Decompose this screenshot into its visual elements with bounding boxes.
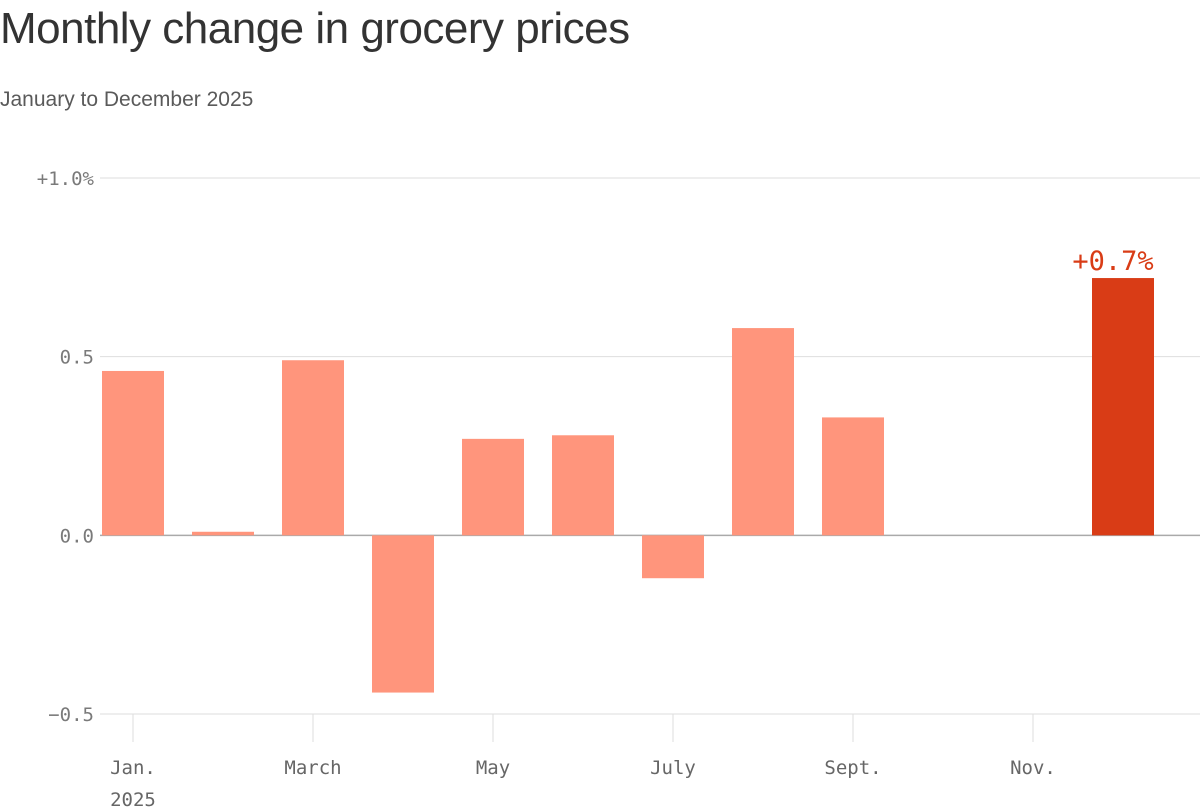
- chart-subtitle: January to December 2025: [0, 88, 254, 111]
- x-tick-sublabel: 2025: [110, 789, 156, 811]
- x-tick-label: Jan.: [110, 757, 156, 779]
- bar: [102, 370, 164, 536]
- bar: [552, 435, 614, 536]
- y-tick-label: 0.5: [60, 347, 94, 369]
- bar-highlight: [1092, 278, 1154, 536]
- bar: [732, 328, 794, 536]
- x-tick-label: July: [650, 757, 696, 779]
- x-tick-label: May: [476, 757, 510, 779]
- bar: [642, 535, 704, 579]
- bar: [462, 438, 524, 536]
- y-tick-label: −0.5: [48, 704, 94, 726]
- highlight-data-label: +0.7%: [1072, 246, 1153, 277]
- bar: [282, 360, 344, 536]
- bar: [822, 417, 884, 536]
- bar: [192, 531, 254, 536]
- x-tick-label: Nov.: [1010, 757, 1056, 779]
- y-tick-label: +1.0%: [37, 168, 95, 190]
- bar: [372, 535, 434, 693]
- chart-title: Monthly change in grocery prices: [0, 4, 630, 53]
- x-tick-label: Sept.: [824, 757, 881, 779]
- y-tick-label: 0.0: [60, 525, 94, 547]
- x-tick-label: March: [284, 757, 341, 779]
